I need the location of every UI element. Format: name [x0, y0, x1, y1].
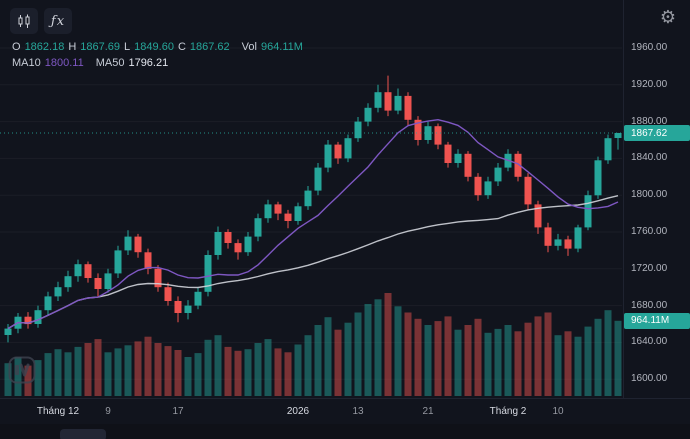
low-value: 1849.60	[134, 41, 174, 53]
high-value: 1867.69	[80, 41, 121, 53]
price-tick-label: 1920.00	[631, 78, 668, 90]
price-tick-label: 1760.00	[631, 226, 668, 238]
candlestick-icon	[18, 14, 29, 28]
price-tick-label: 1880.00	[631, 115, 668, 127]
time-tick-label: 21	[422, 406, 434, 417]
settings-button[interactable]: ⚙	[660, 8, 676, 26]
bottom-strip	[0, 424, 690, 439]
candle-series	[4, 75, 622, 343]
ohlc-row: O 1862.18 H 1867.69 L 1849.60 C 1867.62 …	[12, 41, 303, 53]
ma50-label: MA50	[95, 57, 125, 69]
ma10-line	[7, 118, 619, 330]
price-tick-label: 1640.00	[631, 336, 668, 348]
ma50-line	[7, 195, 619, 330]
open-value: 1862.18	[24, 41, 65, 53]
volume-value: 964.11M	[260, 41, 303, 53]
price-tick-label: 1600.00	[631, 373, 668, 385]
bottom-scroll-tab[interactable]	[60, 429, 106, 439]
close-value: 1867.62	[189, 41, 230, 53]
ma50-value: 1796.21	[128, 57, 169, 69]
high-label: H	[68, 41, 77, 53]
price-tick-label: 1840.00	[631, 152, 668, 164]
time-tick-label: 2026	[286, 406, 310, 417]
price-tick-label: 1960.00	[631, 42, 668, 54]
price-tick-label: 1800.00	[631, 189, 668, 201]
tradingview-logo[interactable]	[8, 356, 36, 387]
time-axis[interactable]: Tháng 12 9 17 2026 13 21 Tháng 2 10	[0, 398, 690, 424]
candlestick-chart[interactable]	[0, 0, 623, 398]
volume-label: Vol	[241, 41, 257, 53]
ma10-value: 1800.11	[44, 57, 84, 69]
time-tick-label: 17	[172, 406, 184, 417]
close-label: C	[177, 41, 186, 53]
volume-series	[4, 293, 622, 396]
open-label: O	[12, 41, 21, 53]
low-label: L	[124, 41, 131, 53]
time-tick-label: 13	[352, 406, 364, 417]
last-price-badge: 1867.62	[624, 125, 690, 141]
volume-badge: 964.11M	[624, 312, 690, 329]
time-tick-label: 9	[105, 406, 111, 417]
ma-row: MA10 1800.11 MA50 1796.21	[12, 57, 303, 69]
tradingview-logo-icon	[8, 356, 36, 384]
ohlc-legend: O 1862.18 H 1867.69 L 1849.60 C 1867.62 …	[12, 41, 303, 73]
price-axis[interactable]: 1960.00 1920.00 1880.00 1840.00 1800.00 1760.…	[623, 0, 690, 398]
time-tick-label: 10	[552, 406, 564, 417]
time-tick-label: Tháng 12	[36, 406, 80, 417]
ma10-label: MA10	[12, 57, 41, 69]
indicators-button[interactable]: ƒx	[44, 8, 72, 34]
time-tick-label: Tháng 2	[489, 406, 527, 417]
chart-toolbar: ƒx	[10, 8, 72, 34]
price-tick-label: 1720.00	[631, 262, 668, 274]
chart-type-button[interactable]	[10, 8, 38, 34]
price-tick-label: 1680.00	[631, 299, 668, 311]
gear-icon: ⚙	[659, 7, 676, 27]
